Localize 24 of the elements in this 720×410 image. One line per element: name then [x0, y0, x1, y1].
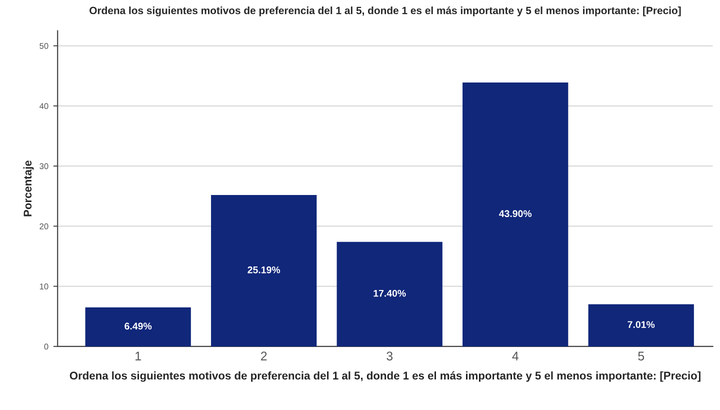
data-label: 25.19%	[248, 266, 280, 274]
y-tick-label: 10	[40, 284, 48, 290]
data-label: 6.49%	[124, 322, 152, 330]
x-tick-label: 4	[512, 352, 518, 360]
bar	[85, 307, 191, 346]
y-tick-label: 0	[44, 344, 48, 350]
x-tick-label: 3	[386, 352, 393, 360]
x-tick-label: 5	[638, 352, 644, 360]
y-tick-label: 50	[40, 42, 48, 49]
y-tick-label: 30	[40, 163, 48, 170]
data-label: 7.01%	[628, 321, 655, 328]
x-axis-title: Ordena los siguientes motivos de preferencia del 1 al 5, donde 1 es el más importante y 5 el menos importante: [Precio]	[70, 371, 700, 382]
x-tick-label: 2	[260, 352, 267, 360]
chart-title: Ordena los siguientes motivos de preferencia del 1 al 5, donde 1 es el más importante y 5 el menos importante: [Precio]	[90, 6, 681, 16]
data-label: 17.40%	[374, 290, 406, 297]
data-label: 43.90%	[499, 210, 532, 218]
y-tick-label: 40	[39, 103, 48, 110]
bar	[336, 242, 442, 346]
bar	[211, 194, 317, 346]
bar	[588, 304, 694, 346]
bar	[462, 82, 568, 346]
y-axis-title: Porcentaje	[23, 160, 34, 216]
x-tick-label: 1	[136, 352, 141, 360]
y-tick-label: 20	[40, 223, 48, 230]
